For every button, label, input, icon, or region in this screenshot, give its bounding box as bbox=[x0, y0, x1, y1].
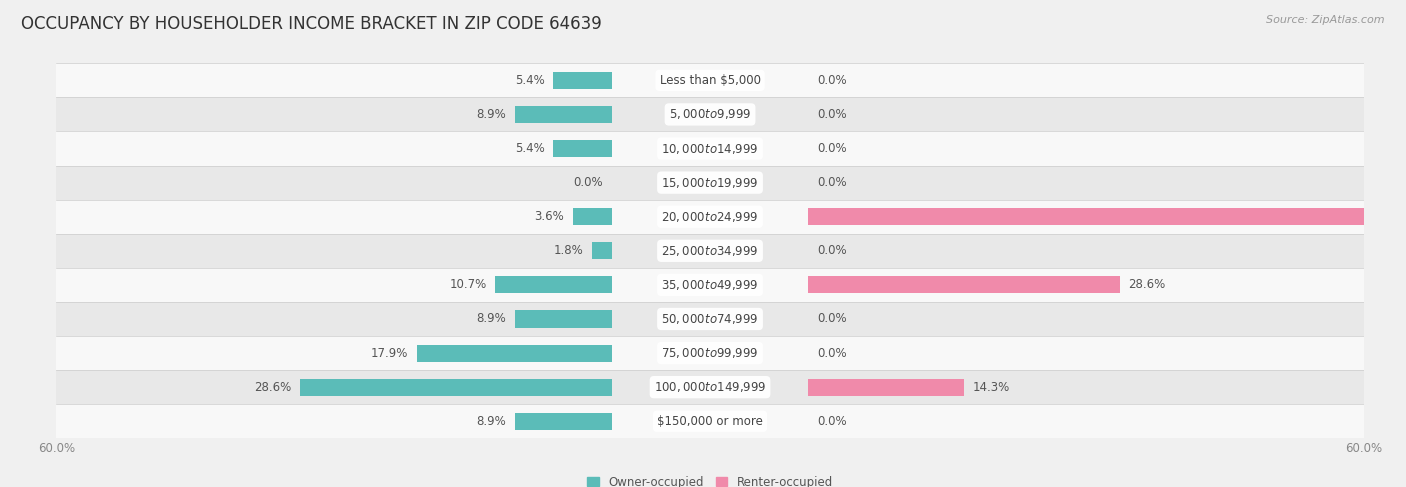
Bar bbox=[301, 379, 612, 395]
Bar bbox=[808, 208, 1406, 225]
Text: 5.4%: 5.4% bbox=[515, 142, 544, 155]
Bar bbox=[56, 97, 1364, 131]
Text: 0.0%: 0.0% bbox=[817, 176, 846, 189]
Bar bbox=[553, 72, 612, 89]
Text: OCCUPANCY BY HOUSEHOLDER INCOME BRACKET IN ZIP CODE 64639: OCCUPANCY BY HOUSEHOLDER INCOME BRACKET … bbox=[21, 15, 602, 33]
Text: 0.0%: 0.0% bbox=[817, 244, 846, 257]
Bar bbox=[515, 413, 612, 430]
Bar bbox=[56, 63, 1364, 97]
Bar bbox=[592, 242, 612, 259]
Bar bbox=[515, 106, 612, 123]
Text: 0.0%: 0.0% bbox=[817, 347, 846, 359]
Bar bbox=[572, 208, 612, 225]
Bar bbox=[495, 277, 612, 293]
Text: 0.0%: 0.0% bbox=[817, 108, 846, 121]
Text: 28.6%: 28.6% bbox=[1129, 279, 1166, 291]
Bar bbox=[56, 166, 1364, 200]
Bar bbox=[56, 234, 1364, 268]
Text: $25,000 to $34,999: $25,000 to $34,999 bbox=[661, 244, 759, 258]
Text: 10.7%: 10.7% bbox=[450, 279, 486, 291]
Bar bbox=[808, 379, 965, 395]
Text: $5,000 to $9,999: $5,000 to $9,999 bbox=[669, 108, 751, 121]
Bar bbox=[553, 140, 612, 157]
Text: 17.9%: 17.9% bbox=[371, 347, 408, 359]
Text: 14.3%: 14.3% bbox=[973, 381, 1010, 393]
Text: 0.0%: 0.0% bbox=[817, 142, 846, 155]
Text: 0.0%: 0.0% bbox=[574, 176, 603, 189]
Bar bbox=[56, 302, 1364, 336]
Text: Source: ZipAtlas.com: Source: ZipAtlas.com bbox=[1267, 15, 1385, 25]
Legend: Owner-occupied, Renter-occupied: Owner-occupied, Renter-occupied bbox=[586, 476, 834, 487]
Text: 0.0%: 0.0% bbox=[817, 415, 846, 428]
Text: 3.6%: 3.6% bbox=[534, 210, 564, 223]
Bar bbox=[56, 131, 1364, 166]
Bar bbox=[56, 200, 1364, 234]
Text: 0.0%: 0.0% bbox=[817, 313, 846, 325]
Text: $150,000 or more: $150,000 or more bbox=[657, 415, 763, 428]
Text: $100,000 to $149,999: $100,000 to $149,999 bbox=[654, 380, 766, 394]
Bar bbox=[56, 370, 1364, 404]
Text: 0.0%: 0.0% bbox=[817, 74, 846, 87]
Text: $15,000 to $19,999: $15,000 to $19,999 bbox=[661, 176, 759, 189]
Text: 1.8%: 1.8% bbox=[554, 244, 583, 257]
Text: $50,000 to $74,999: $50,000 to $74,999 bbox=[661, 312, 759, 326]
Text: 28.6%: 28.6% bbox=[254, 381, 291, 393]
Text: 8.9%: 8.9% bbox=[477, 415, 506, 428]
Text: $10,000 to $14,999: $10,000 to $14,999 bbox=[661, 142, 759, 155]
Text: 8.9%: 8.9% bbox=[477, 108, 506, 121]
Text: 5.4%: 5.4% bbox=[515, 74, 544, 87]
Text: $20,000 to $24,999: $20,000 to $24,999 bbox=[661, 210, 759, 224]
Bar bbox=[56, 404, 1364, 438]
Bar bbox=[56, 268, 1364, 302]
Text: 8.9%: 8.9% bbox=[477, 313, 506, 325]
Text: Less than $5,000: Less than $5,000 bbox=[659, 74, 761, 87]
Bar bbox=[808, 277, 1119, 293]
Bar bbox=[515, 311, 612, 327]
Text: $35,000 to $49,999: $35,000 to $49,999 bbox=[661, 278, 759, 292]
Bar bbox=[418, 345, 612, 361]
Bar bbox=[56, 336, 1364, 370]
Text: $75,000 to $99,999: $75,000 to $99,999 bbox=[661, 346, 759, 360]
